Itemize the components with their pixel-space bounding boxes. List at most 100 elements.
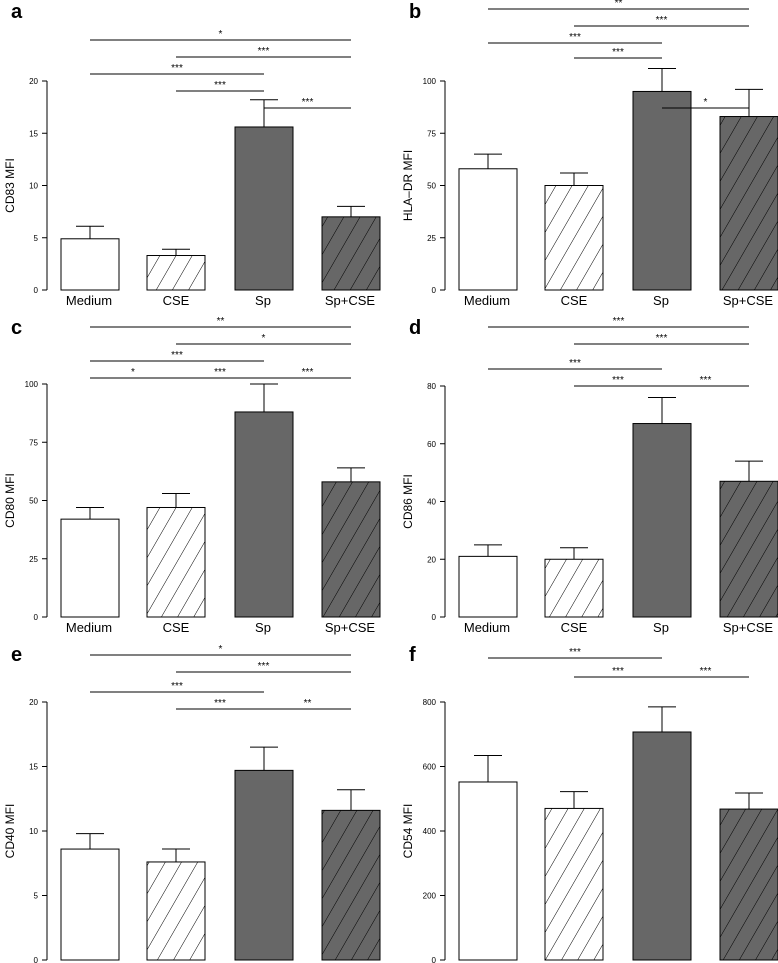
significance-label: *** (258, 46, 270, 57)
y-tick-label: 5 (34, 234, 39, 243)
x-category-label: CSE (163, 620, 190, 635)
significance-label: * (704, 97, 708, 108)
significance-label: *** (302, 97, 314, 108)
bar-sp (632, 731, 692, 961)
y-axis-label: CD80 MFI (3, 473, 17, 528)
bar-sp (632, 423, 692, 618)
y-tick-label: 60 (427, 440, 436, 449)
bar-sp-cse (719, 808, 778, 961)
x-category-label: Medium (464, 620, 510, 635)
x-category-label: CSE (561, 620, 588, 635)
x-category-label: Medium (66, 620, 112, 635)
significance-label: *** (612, 375, 624, 386)
y-tick-label: 25 (427, 234, 436, 243)
significance-label: *** (214, 698, 226, 709)
y-tick-label: 0 (432, 286, 437, 295)
bar-sp-cse (719, 116, 778, 291)
x-category-label: Sp+CSE (325, 620, 376, 635)
y-tick-label: 75 (29, 438, 38, 447)
y-tick-label: 20 (427, 555, 436, 564)
significance-label: *** (171, 63, 183, 74)
y-tick-label: 200 (423, 892, 437, 901)
y-tick-label: 80 (427, 382, 436, 391)
y-tick-label: 15 (29, 763, 38, 772)
y-tick-label: 50 (29, 497, 38, 506)
panel-letter: c (11, 317, 22, 339)
y-axis-label: CD83 MFI (3, 158, 17, 213)
significance-label: *** (656, 333, 668, 344)
y-tick-label: 400 (423, 827, 437, 836)
y-tick-label: 15 (29, 129, 38, 138)
y-tick-label: 10 (29, 827, 38, 836)
significance-label: *** (612, 666, 624, 677)
significance-label: *** (214, 80, 226, 91)
y-axis-label: HLA–DR MFI (401, 150, 415, 221)
panel-letter: f (409, 644, 416, 666)
y-axis-label: CD40 MFI (3, 804, 17, 859)
panel-letter: d (409, 317, 421, 339)
y-tick-label: 0 (34, 286, 39, 295)
y-tick-label: 100 (25, 380, 39, 389)
bar-sp (234, 126, 294, 291)
significance-label: ** (615, 0, 623, 9)
bar-medium (458, 555, 518, 618)
significance-label: ** (304, 698, 312, 709)
bar-sp-cse (321, 481, 381, 618)
significance-label: * (262, 333, 266, 344)
bar-cse (146, 255, 206, 291)
x-category-label: Sp (653, 620, 669, 635)
bar-sp (632, 90, 692, 291)
y-tick-label: 800 (423, 698, 437, 707)
bar-cse (544, 807, 604, 961)
x-category-label: Medium (464, 293, 510, 308)
bar-sp (234, 769, 294, 961)
x-category-label: Sp+CSE (723, 620, 774, 635)
significance-label: *** (569, 647, 581, 658)
significance-label: * (219, 29, 223, 40)
significance-label: *** (569, 358, 581, 369)
y-tick-label: 600 (423, 763, 437, 772)
x-category-label: Sp+CSE (723, 293, 774, 308)
y-tick-label: 20 (29, 77, 38, 86)
x-category-label: Sp (255, 620, 271, 635)
y-tick-label: 75 (427, 129, 436, 138)
x-category-label: Sp (255, 293, 271, 308)
significance-label: *** (700, 375, 712, 386)
y-tick-label: 20 (29, 698, 38, 707)
x-category-label: Sp (653, 293, 669, 308)
y-tick-label: 0 (34, 956, 39, 963)
bar-cse (544, 185, 604, 291)
panel-letter: a (11, 1, 23, 23)
y-tick-label: 0 (432, 613, 437, 622)
significance-label: *** (258, 661, 270, 672)
y-tick-label: 40 (427, 498, 436, 507)
bar-medium (60, 238, 120, 291)
significance-label: *** (700, 666, 712, 677)
significance-label: * (131, 367, 135, 378)
y-tick-label: 0 (34, 613, 39, 622)
x-category-label: Medium (66, 293, 112, 308)
bar-cse (146, 861, 206, 961)
bar-cse (146, 506, 206, 618)
bar-cse (544, 558, 604, 618)
significance-label: *** (214, 367, 226, 378)
y-tick-label: 5 (34, 892, 39, 901)
significance-label: * (219, 644, 223, 655)
panel-d: d CD86 MFI 0 20 40 60 80 Medium CSE Sp Sp+CSE *** **… (401, 316, 778, 635)
bar-sp (234, 411, 294, 618)
bar-sp-cse (321, 216, 381, 291)
y-tick-label: 10 (29, 182, 38, 191)
y-axis-label: CD86 MFI (401, 474, 415, 529)
significance-label: *** (171, 350, 183, 361)
significance-label: *** (612, 47, 624, 58)
y-tick-label: 50 (427, 182, 436, 191)
significance-label: *** (613, 316, 625, 327)
bar-medium (458, 781, 518, 961)
significance-label: ** (217, 316, 225, 327)
significance-label: *** (656, 15, 668, 26)
